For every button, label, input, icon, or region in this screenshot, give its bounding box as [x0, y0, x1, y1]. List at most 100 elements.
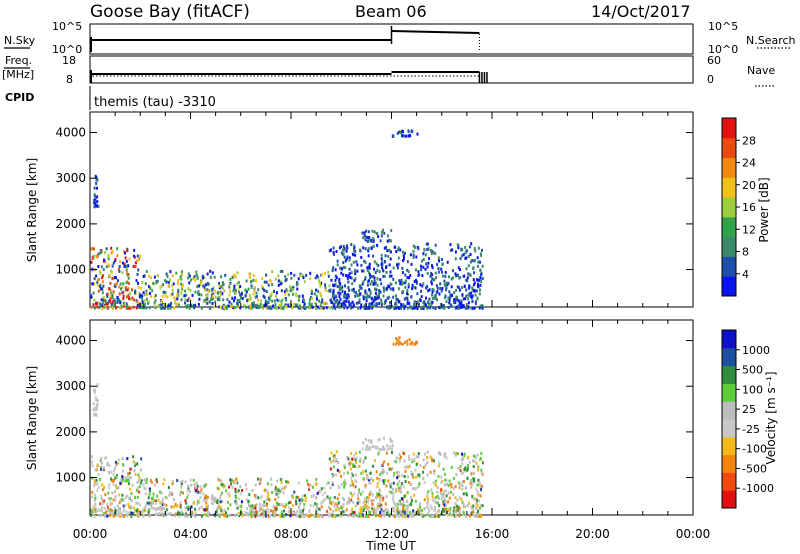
power-cell — [372, 244, 375, 248]
power-cell — [111, 250, 114, 253]
velocity-cell — [469, 479, 472, 482]
velocity-cell — [256, 514, 259, 518]
velocity-cell — [383, 511, 385, 515]
power-cell — [200, 293, 203, 297]
velocity-cell — [306, 479, 309, 483]
velocity-cell — [200, 505, 203, 509]
power-cell — [245, 293, 248, 297]
velocity-cell — [204, 508, 207, 512]
power-cell — [164, 279, 167, 283]
velocity-cell — [350, 472, 353, 475]
power-cell — [206, 272, 209, 276]
power-cell — [116, 300, 119, 304]
velocity-cell — [114, 467, 117, 471]
power-cell — [364, 291, 367, 295]
velocity-cell — [444, 478, 447, 482]
velocity-cell — [225, 489, 227, 493]
power-cell — [436, 286, 439, 290]
velocity-cell — [355, 456, 358, 460]
velocity-cell — [362, 477, 365, 481]
power-cell — [117, 298, 120, 302]
power-cell — [339, 297, 342, 301]
velocity-cell — [408, 510, 411, 514]
velocity-cell — [392, 495, 395, 499]
velocity-cell — [262, 515, 265, 518]
velocity-cell — [402, 485, 405, 489]
velocity-cell — [449, 506, 452, 510]
velocity-cell — [308, 485, 311, 489]
velocity-cell — [121, 477, 124, 481]
velocity-cell — [404, 466, 407, 469]
power-cell — [378, 270, 381, 274]
velocity-cell — [418, 510, 421, 514]
velocity-cell — [426, 473, 429, 477]
power-cell — [348, 256, 351, 260]
velocity-cell — [373, 459, 376, 463]
velocity-cell — [392, 500, 395, 504]
velocity-cell — [94, 510, 97, 514]
velocity-cell — [475, 488, 478, 492]
velocity-cell — [398, 336, 401, 340]
power-cell — [477, 284, 479, 288]
velocity-cell — [155, 513, 158, 517]
velocity-cell — [254, 511, 256, 515]
power-cell — [113, 283, 116, 287]
power-cell — [148, 285, 150, 289]
power-cell — [234, 288, 237, 292]
velocity-cell — [94, 468, 97, 472]
velocity-cell — [433, 469, 436, 473]
velocity-cell — [352, 511, 354, 515]
power-cell — [244, 288, 247, 292]
velocity-cell — [386, 447, 389, 451]
velocity-cell — [437, 515, 440, 518]
velocity-cell — [412, 475, 415, 479]
velocity-cell — [280, 510, 283, 514]
power-cell — [428, 257, 431, 261]
power-cell — [93, 254, 96, 258]
power-cell — [95, 305, 98, 309]
velocity-cell — [458, 496, 461, 500]
velocity-cell — [279, 503, 282, 507]
velocity-cell — [141, 510, 144, 514]
power-cell — [283, 304, 286, 308]
power-cell — [410, 262, 413, 266]
velocity-cell — [364, 497, 367, 501]
power-cell — [371, 237, 374, 240]
power-cell — [103, 258, 106, 262]
velocity-cell — [378, 503, 381, 507]
power-cell — [321, 273, 323, 277]
velocity-cell — [393, 459, 396, 463]
velocity-cell — [127, 502, 130, 506]
power-cell — [326, 301, 329, 305]
velocity-cell — [116, 504, 119, 508]
velocity-cell — [274, 511, 277, 515]
power-cell — [274, 277, 277, 281]
velocity-cell — [403, 515, 406, 518]
power-cell — [203, 300, 206, 304]
power-cell — [233, 284, 236, 288]
power-cell — [454, 257, 457, 261]
power-cell — [360, 263, 363, 267]
velocity-cell — [408, 338, 411, 342]
power-cell — [367, 247, 370, 250]
velocity-cell — [251, 488, 254, 492]
velocity-cell — [283, 486, 286, 490]
velocity-cell — [383, 447, 386, 451]
velocity-cell — [137, 473, 140, 477]
power-cell — [120, 306, 123, 310]
velocity-cell — [234, 487, 237, 491]
velocity-ylabel: Slant Range [km] — [25, 366, 39, 470]
power-cell — [101, 280, 104, 284]
power-cell — [153, 301, 156, 305]
power-cell — [123, 262, 126, 266]
power-cell — [388, 285, 391, 289]
power-cell — [159, 286, 162, 290]
power-cell — [331, 269, 334, 272]
velocity-cell — [427, 512, 430, 516]
power-cell — [406, 276, 409, 280]
velocity-cell — [408, 503, 411, 507]
velocity-cell — [365, 477, 368, 481]
velocity-cell — [135, 501, 138, 505]
velocity-cell — [192, 513, 195, 517]
